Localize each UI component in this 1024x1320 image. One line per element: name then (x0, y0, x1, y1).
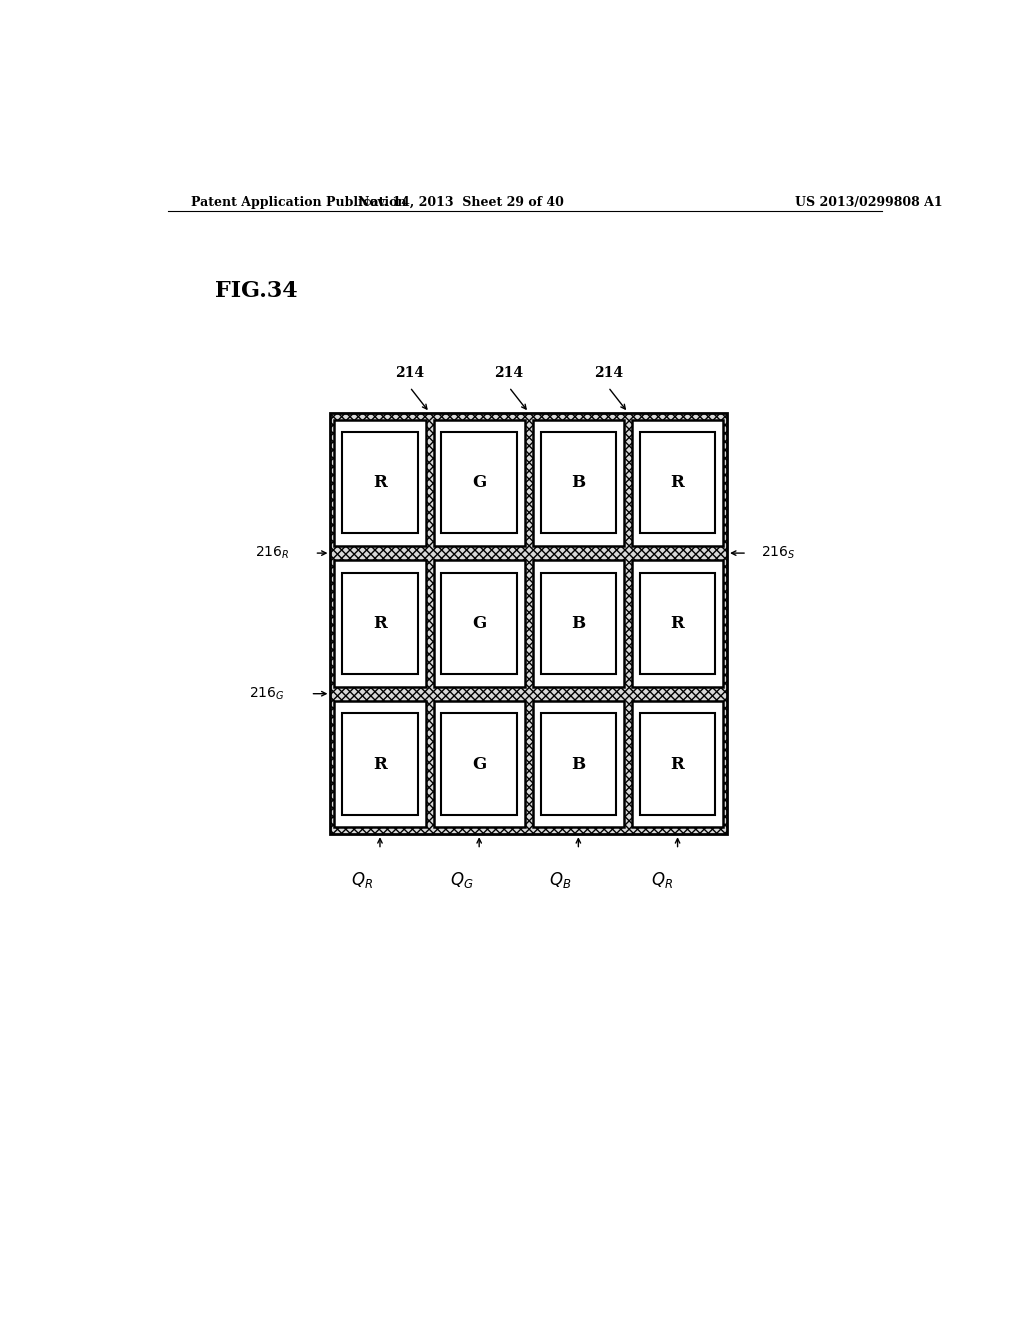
Text: Patent Application Publication: Patent Application Publication (191, 195, 407, 209)
Bar (334, 701, 426, 828)
Text: R: R (671, 755, 684, 772)
Bar (331, 413, 727, 834)
Bar (433, 701, 524, 828)
Bar (640, 713, 715, 814)
Bar (342, 432, 418, 533)
Text: $Q_R$: $Q_R$ (651, 870, 673, 890)
Text: 214: 214 (395, 366, 424, 380)
Text: B: B (571, 755, 586, 772)
Bar (541, 573, 616, 675)
Bar (532, 420, 624, 546)
Bar (541, 432, 616, 533)
Bar (334, 420, 426, 546)
Bar (334, 560, 426, 686)
Text: R: R (373, 615, 387, 632)
Bar (441, 713, 517, 814)
Text: R: R (373, 755, 387, 772)
Bar (532, 560, 624, 686)
Bar (331, 413, 727, 834)
Text: B: B (571, 615, 586, 632)
Text: R: R (373, 474, 387, 491)
Text: FIG.34: FIG.34 (215, 280, 298, 301)
Bar (441, 573, 517, 675)
Bar (331, 413, 727, 834)
Text: $Q_B$: $Q_B$ (549, 870, 571, 890)
Text: $216_G$: $216_G$ (250, 685, 285, 702)
Bar (541, 713, 616, 814)
Text: 214: 214 (495, 366, 523, 380)
Bar (433, 420, 524, 546)
Text: $Q_R$: $Q_R$ (351, 870, 373, 890)
Bar (441, 432, 517, 533)
Text: B: B (571, 474, 586, 491)
Text: 214: 214 (594, 366, 623, 380)
Bar (342, 573, 418, 675)
Text: R: R (671, 615, 684, 632)
Text: $Q_G$: $Q_G$ (450, 870, 473, 890)
Bar (632, 420, 723, 546)
Bar (433, 560, 524, 686)
Bar (632, 701, 723, 828)
Bar (640, 432, 715, 533)
Text: G: G (472, 615, 486, 632)
Bar (632, 560, 723, 686)
Text: G: G (472, 755, 486, 772)
Text: $216_R$: $216_R$ (255, 545, 289, 561)
Bar (640, 573, 715, 675)
Text: $216_S$: $216_S$ (761, 545, 796, 561)
Text: G: G (472, 474, 486, 491)
Bar (532, 701, 624, 828)
Bar (342, 713, 418, 814)
Text: US 2013/0299808 A1: US 2013/0299808 A1 (795, 195, 942, 209)
Text: R: R (671, 474, 684, 491)
Text: Nov. 14, 2013  Sheet 29 of 40: Nov. 14, 2013 Sheet 29 of 40 (358, 195, 564, 209)
